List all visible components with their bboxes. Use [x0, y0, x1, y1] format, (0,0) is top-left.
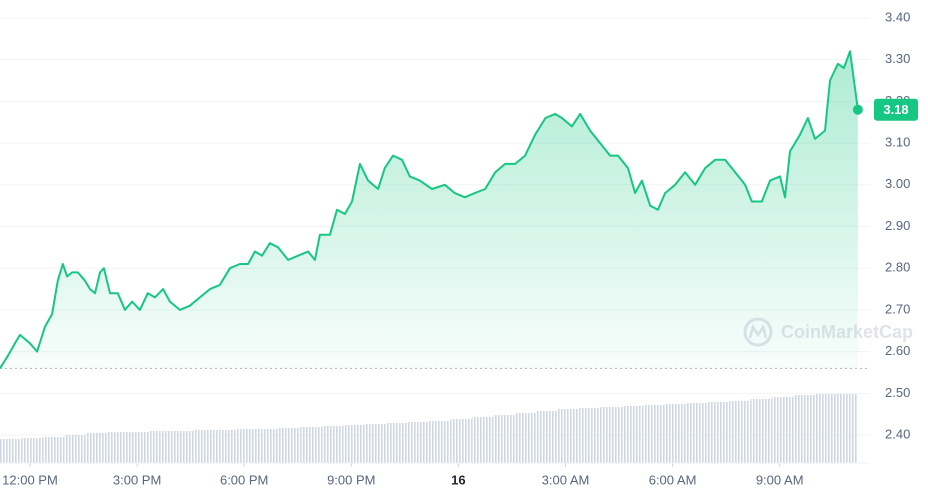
y-tick-label: 3.30 [885, 51, 910, 66]
volume-bar [386, 423, 408, 463]
x-tick-label: 6:00 PM [220, 472, 268, 487]
volume-bar [536, 411, 558, 463]
volume-bar [42, 437, 65, 463]
price-line [0, 50, 859, 369]
volume-bar [193, 430, 215, 463]
volume-bar [750, 399, 773, 463]
volume-bar [107, 432, 129, 463]
y-tick-label: 2.70 [885, 301, 910, 316]
price-badge [874, 98, 918, 121]
volume-bar [171, 431, 194, 463]
volume-bar [579, 408, 601, 463]
volume-bar [257, 429, 279, 463]
volume-bar [85, 433, 108, 463]
last-point [852, 104, 863, 115]
volume-bar [0, 439, 22, 463]
volume-bar [278, 428, 301, 463]
y-tick-label: 2.60 [885, 343, 910, 358]
volume-bar [428, 421, 451, 463]
x-tick-label: 9:00 PM [327, 472, 375, 487]
volume-bar [621, 406, 644, 463]
y-tick-label: 3.10 [885, 135, 910, 150]
volume-bar [150, 431, 172, 463]
volume-bar [64, 435, 86, 463]
watermark-text: CoinMarketCap [781, 322, 913, 342]
volume-bar [235, 429, 258, 463]
x-tick-label: 6:00 AM [649, 472, 697, 487]
y-tick-label: 2.50 [885, 385, 910, 400]
y-tick-label: 2.80 [885, 260, 910, 275]
volume-bar [300, 427, 322, 463]
y-tick-label: 2.40 [885, 426, 910, 441]
x-tick-label: 3:00 AM [542, 472, 590, 487]
price-badge-label: 3.18 [883, 102, 908, 117]
volume-bar [557, 409, 580, 463]
volume-bar [343, 425, 365, 463]
volume-bar [21, 438, 43, 463]
y-tick-label: 3.00 [885, 176, 910, 191]
volume-bar [793, 395, 815, 463]
volume-bar [686, 403, 708, 463]
x-tick-label: 9:00 AM [756, 472, 804, 487]
volume-bar [364, 424, 387, 463]
volume-bar [514, 413, 537, 463]
x-tick-label: 16 [451, 472, 465, 487]
volume-bar [128, 432, 151, 463]
volume-bar [493, 415, 515, 463]
volume-bar [450, 419, 472, 463]
volume-bar [600, 407, 622, 463]
volume-bar [772, 397, 794, 463]
volume-bar [471, 417, 494, 463]
y-tick-label: 2.90 [885, 218, 910, 233]
y-tick-label: 3.40 [885, 9, 910, 24]
watermark: CoinMarketCap [743, 317, 913, 347]
volume-bar [214, 430, 236, 463]
volume-bar [643, 405, 665, 463]
volume-bar [664, 404, 687, 463]
x-tick-label: 12:00 PM [2, 472, 58, 487]
price-area [0, 51, 858, 369]
volume-bar [407, 422, 429, 463]
volume-bar [321, 426, 344, 463]
volume-bar [707, 402, 730, 463]
volume-bar [836, 394, 858, 463]
volume-bar [729, 401, 751, 463]
x-tick-label: 3:00 PM [113, 472, 161, 487]
volume-bar [814, 394, 837, 463]
